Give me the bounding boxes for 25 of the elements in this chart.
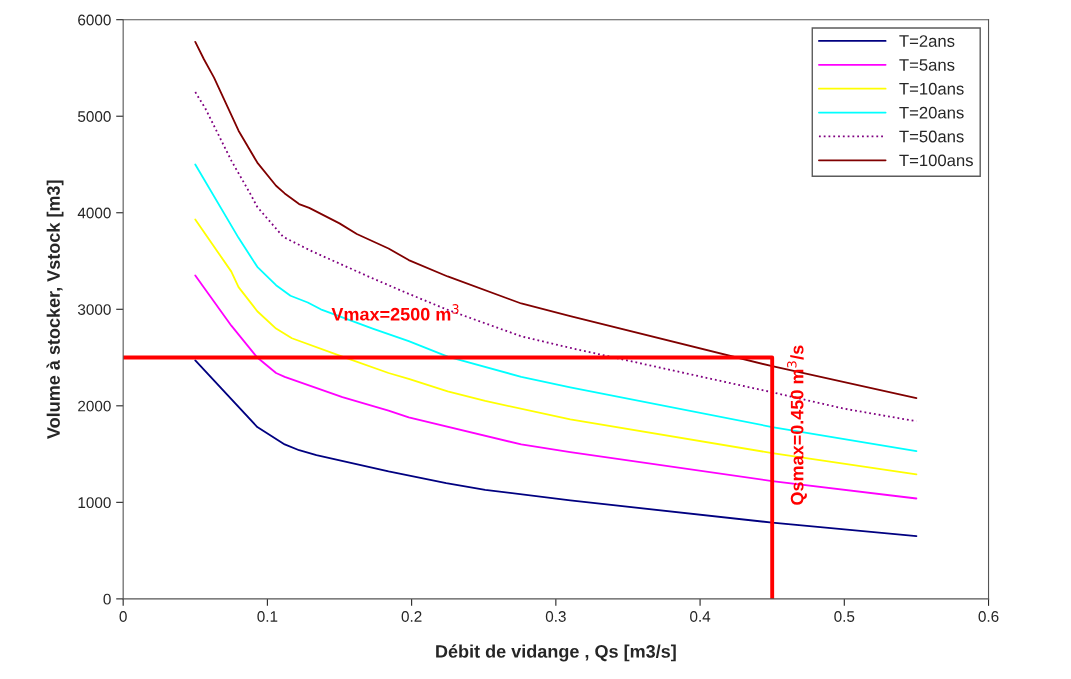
x-tick-label: 0.1 <box>257 611 278 622</box>
x-axis-title: Débit de vidange , Qs [m3/s] <box>436 644 676 662</box>
legend-label: T=2ans <box>899 35 955 47</box>
y-tick-label: 5000 <box>77 111 111 122</box>
x-tick-label: 0.2 <box>401 611 422 622</box>
x-tick-label: 0.3 <box>545 611 566 622</box>
annotation: Qsmax=0.450 m$^{3}$/s <box>787 345 807 505</box>
legend-label: T=20ans <box>899 106 964 119</box>
annotation: Vmax=2500 m$^{3}$ <box>331 304 459 321</box>
x-tick-label: 0 <box>119 611 127 622</box>
line-series <box>194 359 918 538</box>
x-tick-label: 0.4 <box>690 611 711 622</box>
y-tick-label: 3000 <box>77 304 111 315</box>
legend-label: T=50ans <box>899 130 964 143</box>
y-tick-label: 6000 <box>78 14 111 26</box>
y-tick-label: 1000 <box>78 497 111 509</box>
y-tick-label: 2000 <box>78 400 111 412</box>
x-tick-label: 0.6 <box>978 611 999 622</box>
x-tick-label: 0.5 <box>834 611 855 622</box>
y-tick-label: 4000 <box>77 207 111 219</box>
legend-label: T=5ans <box>899 59 955 71</box>
y-axis-title: Volume à stocker, Vstock [m3] <box>46 180 64 439</box>
y-tick-label: 0 <box>103 593 111 605</box>
legend-label: T=10ans <box>899 82 964 95</box>
legend-label: T=100ans <box>899 154 973 167</box>
